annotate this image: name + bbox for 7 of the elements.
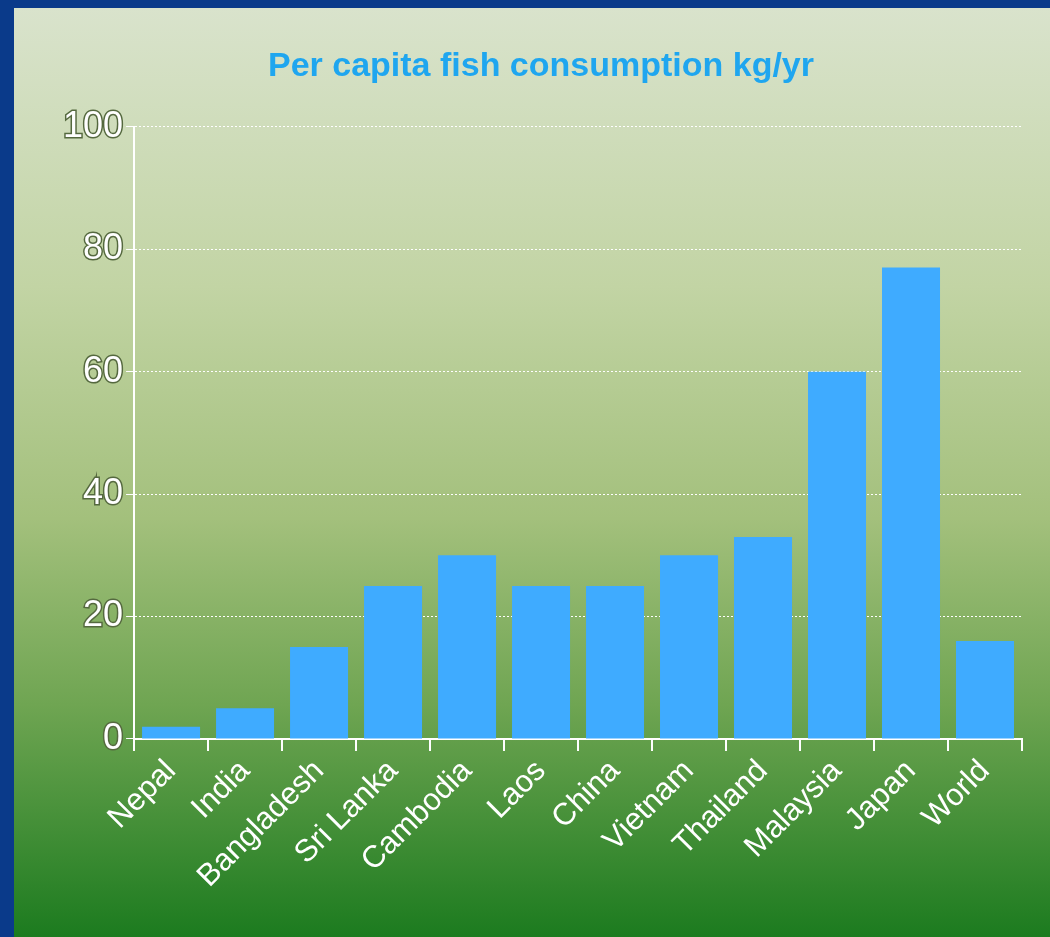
y-tick-label: 0	[103, 715, 124, 757]
chart-title: Per capita fish consumption kg/yr	[267, 44, 815, 83]
y-tick-label: 100	[62, 103, 124, 145]
y-tick-label: 40	[83, 470, 124, 512]
y-tick-label: 60	[83, 348, 124, 390]
y-tick-label: 80	[83, 226, 124, 268]
y-tick-label: 20	[83, 593, 124, 635]
